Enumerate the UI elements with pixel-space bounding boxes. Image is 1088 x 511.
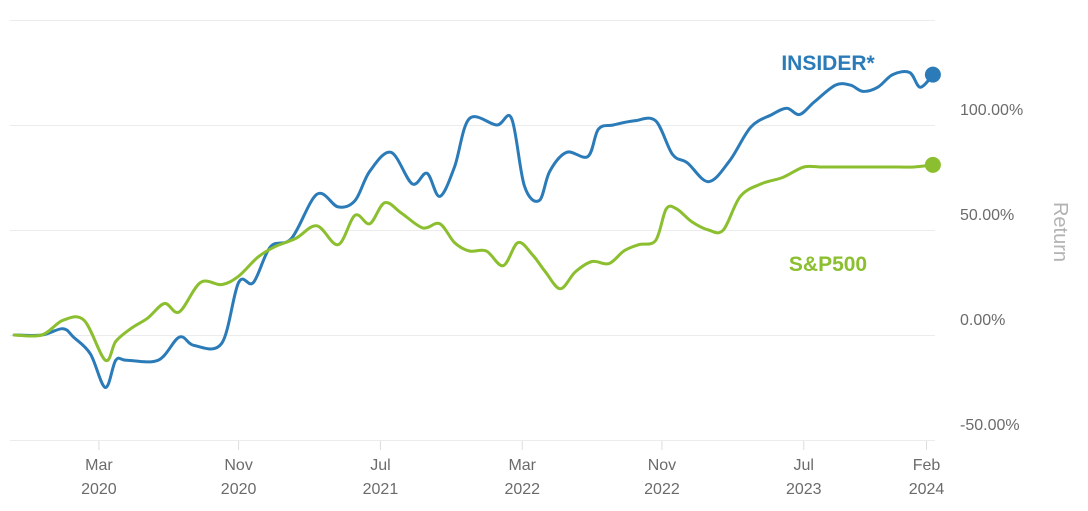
series-endpoint-sp500 [924, 156, 941, 173]
x-tick-label: Mar [85, 457, 113, 474]
x-tick-label: Jul [794, 457, 814, 474]
x-tick-label: 2022 [504, 481, 540, 498]
y-tick-label: -50.00% [960, 417, 1020, 434]
x-tick-label: 2022 [644, 481, 680, 498]
x-axis: Mar 2020 Nov 2020 Jul 2021 Mar 2022 Nov 2022 Jul 20… [81, 441, 944, 498]
x-tick-label: Jul [370, 457, 390, 474]
y-axis: 100.00% 50.00% 0.00% -50.00% [960, 102, 1023, 434]
x-tick-label: 2023 [786, 481, 822, 498]
series-line-sp500 [12, 163, 935, 363]
series-label-sp500: S&P500 [789, 253, 867, 276]
x-tick-label: Nov [224, 457, 252, 474]
x-tick-label: 2021 [363, 481, 399, 498]
y-tick-label: 0.00% [960, 312, 1005, 329]
y-tick-label: 50.00% [960, 207, 1014, 224]
series-line-insider [12, 70, 935, 390]
x-tick-label: Nov [648, 457, 676, 474]
x-tick-label: 2024 [909, 481, 945, 498]
y-axis-label: Return [1049, 202, 1071, 262]
x-tick-label: 2020 [81, 481, 117, 498]
x-tick-label: 2020 [221, 481, 257, 498]
series-label-insider: INSIDER* [781, 52, 875, 75]
x-tick-label: Feb [913, 457, 941, 474]
x-tick-label: Mar [508, 457, 536, 474]
gridlines [10, 20, 935, 441]
series-group: INSIDER* S&P500 [12, 52, 941, 390]
series-endpoint-insider [924, 66, 941, 83]
y-tick-label: 100.00% [960, 102, 1023, 119]
